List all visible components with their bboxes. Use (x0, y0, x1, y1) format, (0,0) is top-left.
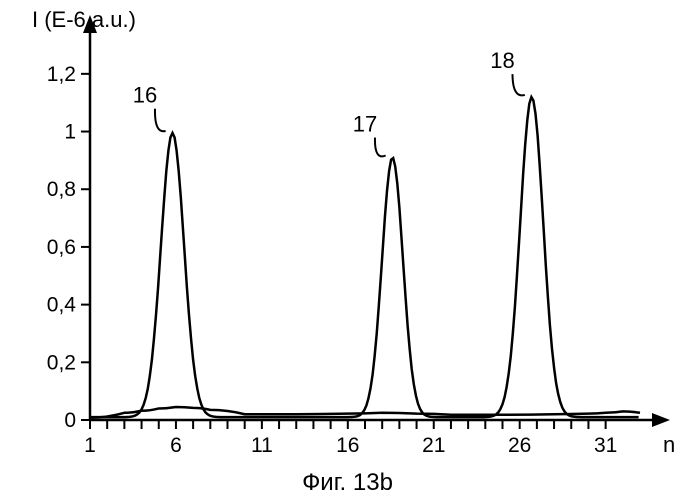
x-tick-label: 6 (170, 434, 182, 457)
y-tick-label: 0,4 (47, 294, 77, 317)
x-tick-label: 1 (84, 434, 96, 457)
figure-caption: Фиг. 13b (302, 469, 393, 496)
y-tick-label: 0,2 (47, 351, 76, 374)
peak-label: 17 (353, 112, 377, 137)
y-tick-label: 0,6 (47, 236, 76, 259)
y-tick-label: 0,8 (47, 178, 76, 201)
chart-container: 16111621263100,20,40,60,811,2I (E-6 a.u.… (0, 0, 695, 500)
x-tick-label: 16 (336, 434, 359, 457)
y-tick-label: 1,2 (47, 63, 76, 86)
peak-leader (155, 109, 166, 132)
peaks-curve (90, 97, 639, 417)
peak-label: 18 (490, 48, 514, 73)
x-tick-label: 26 (508, 434, 531, 457)
chart-svg: 16111621263100,20,40,60,811,2I (E-6 a.u.… (0, 0, 695, 500)
x-tick-label: 11 (251, 434, 273, 457)
y-tick-label: 0 (64, 409, 76, 432)
x-tick-label: 31 (594, 434, 617, 457)
peak-leader (513, 74, 525, 95)
x-axis-arrow (652, 413, 670, 427)
peak-leader (375, 138, 386, 157)
x-axis-label: n (663, 432, 675, 457)
y-axis-label: I (E-6 a.u.) (32, 7, 136, 32)
peak-label: 16 (133, 83, 157, 108)
x-tick-label: 21 (422, 434, 445, 457)
y-tick-label: 1 (64, 121, 76, 144)
